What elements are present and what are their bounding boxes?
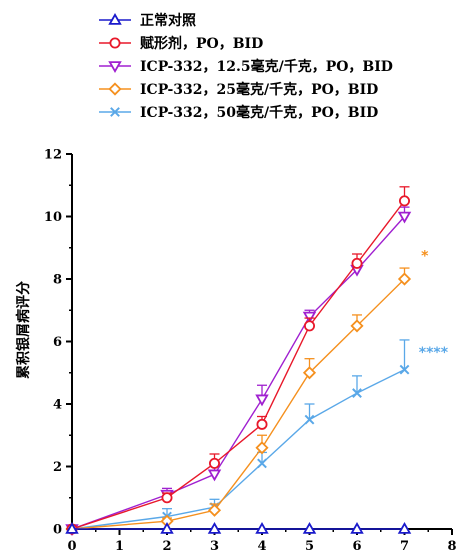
data-point: [255, 441, 269, 455]
data-point: [303, 320, 315, 332]
data-point: [207, 469, 222, 482]
data-point: [397, 521, 412, 534]
data-point: [302, 521, 317, 534]
data-point: [255, 521, 269, 534]
legend-entry-4: ICP-332，25毫克/千克，PO，BID: [99, 81, 378, 98]
series-1: [65, 521, 412, 534]
data-point: [255, 394, 269, 407]
x-tick-label: 1: [115, 539, 124, 554]
legend-label: ICP-332，50毫克/千克，PO，BID: [140, 104, 378, 121]
significance-label: ****: [419, 345, 449, 361]
legend-entry-2: 赋形剂，PO，BID: [99, 35, 263, 52]
data-point: [302, 366, 317, 380]
data-point: [161, 492, 173, 504]
legend-marker: [108, 12, 122, 25]
series-line: [71, 368, 405, 530]
legend-label: 赋形剂，PO，BID: [140, 35, 263, 52]
data-point: [397, 272, 412, 286]
legend-marker: [108, 61, 122, 74]
x-tick-label: 8: [447, 539, 456, 554]
legend-entry-1: 正常对照: [99, 12, 196, 29]
x-tick-label: 2: [162, 539, 171, 554]
data-point: [257, 458, 267, 469]
y-tick-label: 8: [53, 273, 62, 288]
legend-marker: [108, 82, 122, 96]
data-point: [207, 521, 222, 534]
significance-label: *: [421, 248, 429, 264]
series-4: [65, 267, 412, 536]
data-point: [352, 388, 362, 398]
series-line: [71, 278, 405, 530]
legend-label: 正常对照: [140, 12, 196, 29]
data-point: [208, 457, 220, 469]
data-point: [351, 257, 363, 269]
legend-marker: [109, 37, 121, 49]
x-tick-label: 4: [257, 539, 266, 554]
data-point: [302, 311, 317, 324]
y-tick-label: 12: [44, 148, 62, 163]
x-tick-label: 5: [305, 539, 314, 554]
plot-area: *****: [65, 186, 449, 537]
data-point: [398, 195, 410, 207]
x-tick-label: 7: [400, 539, 409, 554]
data-point: [399, 364, 410, 375]
x-tick-label: 6: [352, 539, 361, 554]
data-point: [304, 414, 315, 425]
data-point: [350, 319, 364, 333]
y-tick-label: 4: [53, 398, 62, 413]
series-2: [66, 186, 410, 535]
x-tick-label: 3: [210, 539, 219, 554]
legend-marker: [110, 107, 120, 117]
y-tick-label: 2: [53, 460, 62, 475]
y-axis-label: 累积银屑病评分: [15, 281, 32, 379]
data-point: [350, 521, 364, 534]
data-point: [207, 503, 222, 517]
y-tick-label: 10: [44, 210, 62, 225]
data-point: [65, 521, 79, 534]
data-point: [160, 521, 174, 534]
legend-label: ICP-332，25毫克/千克，PO，BID: [140, 81, 378, 98]
data-point: [256, 418, 268, 430]
legend-entry-5: ICP-332，50毫克/千克，PO，BID: [99, 104, 378, 121]
data-point: [397, 211, 412, 224]
legend-label: ICP-332，12.5毫克/千克，PO，BID: [140, 58, 393, 75]
y-tick-label: 6: [53, 335, 62, 350]
x-tick-label: 0: [67, 539, 76, 554]
legend-entry-3: ICP-332，12.5毫克/千克，PO，BID: [99, 58, 393, 75]
y-tick-label: 0: [53, 523, 62, 538]
